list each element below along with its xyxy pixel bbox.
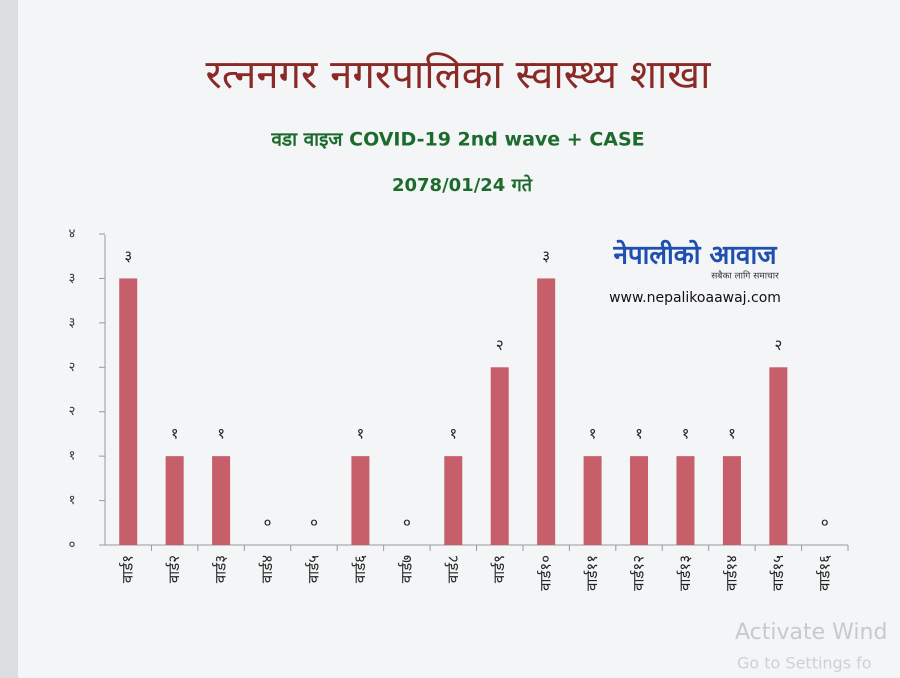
x-tick-label: वार्ड५: [304, 555, 322, 583]
value-label: २: [774, 336, 782, 354]
x-tick-label: वार्ड१२: [630, 555, 648, 591]
y-tick-label: ४: [69, 227, 76, 242]
value-label: १: [682, 425, 690, 443]
y-tick-label: २: [69, 404, 76, 419]
logo-tagline: सबैका लागि समाचार: [711, 270, 779, 282]
bar: [165, 456, 184, 545]
chart-title: रत्ननगर नगरपालिका स्वास्थ्य शाखा: [206, 52, 712, 98]
chart-date: 2078/01/24 गते: [392, 174, 533, 196]
x-tick-label: वार्ड१५: [769, 555, 787, 591]
x-tick-label: वार्ड१: [119, 555, 137, 583]
x-tick-label: वार्ड२: [165, 555, 183, 583]
value-label: १: [357, 425, 365, 443]
x-tick-label: वार्ड८: [444, 555, 462, 583]
value-label: ३: [542, 247, 550, 265]
bar: [769, 367, 788, 545]
bar: [119, 278, 138, 545]
value-label: ०: [403, 514, 411, 532]
x-tick-label: वार्ड१३: [676, 555, 694, 591]
website: www.nepalikoaawaj.com: [609, 290, 781, 306]
bar: [444, 456, 463, 545]
value-label: १: [635, 425, 643, 443]
logo-title: नेपालीको आवाज: [612, 240, 778, 271]
y-tick-label: १: [69, 493, 76, 508]
value-label: २: [496, 336, 504, 354]
screen: [18, 0, 900, 678]
value-label: ०: [264, 514, 272, 532]
bar: [351, 456, 370, 545]
x-tick-label: वार्ड१४: [722, 555, 740, 591]
value-label: १: [449, 425, 457, 443]
x-tick-label: वार्ड७: [397, 555, 415, 583]
x-tick-label: वार्ड९: [490, 555, 508, 583]
bar: [583, 456, 602, 545]
bar: [490, 367, 509, 545]
x-tick-label: वार्ड१६: [815, 555, 833, 591]
x-tick-label: वार्ड४: [258, 555, 276, 583]
x-tick-label: वार्ड६: [351, 555, 369, 583]
bar: [212, 456, 231, 545]
watermark: Go to Settings fo: [737, 654, 872, 673]
bar: [722, 456, 741, 545]
y-tick-label: १: [69, 449, 76, 464]
value-label: १: [171, 425, 179, 443]
bar: [630, 456, 649, 545]
watermark: Activate Wind: [735, 620, 887, 645]
y-tick-label: २: [69, 360, 76, 375]
x-tick-label: वार्ड११: [583, 555, 601, 591]
value-label: १: [217, 425, 225, 443]
value-label: १: [728, 425, 736, 443]
chart-subtitle: वडा वाइज COVID-19 2nd wave + CASE: [270, 129, 644, 151]
x-tick-label: वार्ड१०: [537, 555, 555, 591]
bar: [676, 456, 695, 545]
value-label: १: [589, 425, 597, 443]
x-tick-label: वार्ड३: [212, 555, 230, 583]
bar: [537, 278, 556, 545]
y-tick-label: ३: [69, 271, 76, 286]
y-tick-label: ३: [69, 315, 76, 330]
value-label: ३: [124, 247, 132, 265]
y-tick-label: ०: [69, 538, 76, 553]
value-label: ०: [821, 514, 829, 532]
value-label: ०: [310, 514, 318, 532]
